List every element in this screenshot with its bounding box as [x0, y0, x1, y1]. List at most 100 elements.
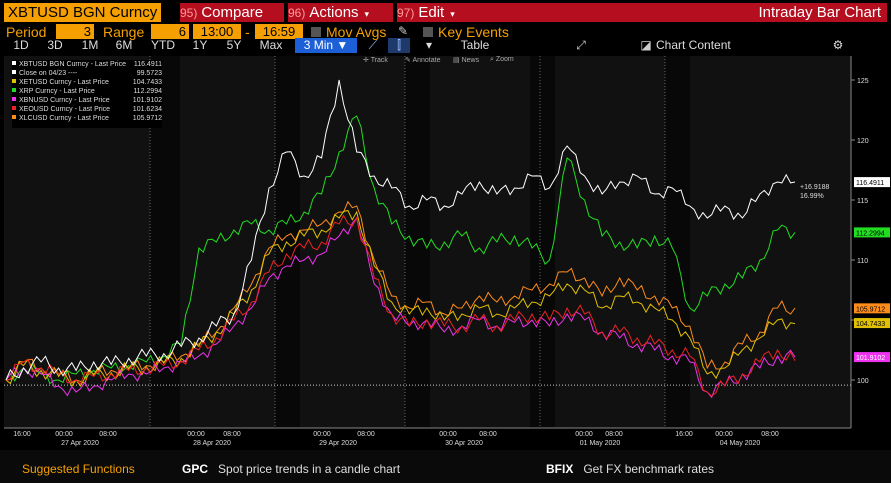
range-3d[interactable]: 3D	[47, 38, 63, 52]
edit-label: Edit	[418, 4, 445, 21]
compare-num: 95)	[180, 6, 198, 20]
legend-value: 105.9712	[132, 115, 162, 122]
compare-menu[interactable]: 95) Compare	[180, 3, 284, 22]
x-tick-label: 00:00	[715, 431, 733, 438]
zoom-label: Zoom	[495, 56, 514, 63]
pencil-icon[interactable]: ✎	[398, 24, 409, 38]
line-chart-icon[interactable]: ⟋	[368, 38, 378, 52]
gpc-description: Spot price trends in a candle chart	[218, 462, 401, 476]
legend-name: XBTUSD BGN Curncy - Last Price	[19, 61, 126, 68]
session-band	[665, 56, 690, 428]
range-1m[interactable]: 1M	[81, 38, 99, 52]
legend-name: Close on 04/23 ----	[19, 70, 78, 77]
last-price-badge-label: 116.4911	[856, 180, 884, 187]
last-price-badge	[854, 352, 890, 363]
chevron-down-icon: ▾	[364, 9, 370, 19]
range-5y[interactable]: 5Y	[226, 38, 242, 52]
change-pct: 16.99%	[800, 193, 824, 200]
x-tick-label: 00:00	[55, 431, 73, 438]
x-tick-label: 00:00	[187, 431, 205, 438]
legend-value: 116.4911	[133, 61, 162, 68]
range-input[interactable]: 6	[151, 24, 189, 39]
interval-dropdown[interactable]: 3 Min ▼	[295, 38, 357, 53]
last-price-badge	[854, 177, 890, 188]
legend-item[interactable]: XEOUSD Curncy - Last Price 101.6234	[12, 105, 162, 114]
news-label: News	[461, 57, 480, 64]
x-tick-label: 00:00	[439, 431, 457, 438]
y-tick-label: 110	[857, 258, 868, 265]
x-tick-label: 16:00	[675, 431, 693, 438]
series-line	[5, 216, 796, 399]
mov-avgs-checkbox[interactable]	[311, 27, 321, 37]
session-band	[405, 56, 430, 428]
gear-icon[interactable]: ⚙	[832, 38, 844, 52]
legend-item[interactable]: XLCUSD Curncy - Last Price 105.9712	[12, 114, 162, 123]
suggested-functions-label: Suggested Functions	[22, 462, 135, 476]
start-time-input[interactable]: 13:00	[193, 24, 241, 39]
legend-name: XLCUSD Curncy - Last Price	[19, 115, 109, 122]
x-date-label: 29 Apr 2020	[319, 440, 357, 447]
x-date-label: 04 May 2020	[720, 440, 761, 447]
chevron-down-icon[interactable]: ▾	[425, 38, 433, 52]
x-date-label: 30 Apr 2020	[445, 440, 483, 447]
x-tick-label: 16:00	[13, 431, 31, 438]
x-tick-label: 08:00	[223, 431, 241, 438]
gpc-code: GPC	[182, 462, 209, 476]
legend-swatch	[12, 61, 16, 65]
track-tool[interactable]: ✛ Track	[363, 57, 388, 64]
end-time-input[interactable]: 16:59	[255, 24, 303, 39]
last-price-badge-label: 112.2994	[856, 230, 885, 237]
last-price-badge	[854, 303, 890, 314]
last-price-badge	[854, 227, 890, 238]
session-band	[530, 56, 555, 428]
chart-legend: XBTUSD BGN Curncy - Last Price 116.4911 Cl…	[12, 60, 162, 128]
legend-name: XBNUSD Curncy - Last Price	[19, 97, 110, 104]
legend-item[interactable]: XRP Curncy - Last Price 112.2994	[12, 87, 162, 96]
table-button[interactable]: Table	[460, 38, 490, 52]
key-events-checkbox[interactable]	[423, 27, 433, 37]
chart-content-button[interactable]: Chart Content	[656, 38, 731, 52]
legend-item[interactable]: XBTUSD BGN Curncy - Last Price 116.4911	[12, 60, 162, 69]
x-date-label: 01 May 2020	[580, 440, 621, 447]
actions-num: 96)	[288, 6, 306, 20]
edit-menu[interactable]: 97) Edit ▾	[397, 3, 477, 22]
security-ticker[interactable]: XBTUSD BGN Curncy	[4, 3, 162, 22]
x-tick-label: 00:00	[575, 431, 593, 438]
range-ytd[interactable]: YTD	[151, 38, 175, 52]
period-input[interactable]: 3	[56, 24, 94, 39]
range-6m[interactable]: 6M	[115, 38, 133, 52]
mov-avgs-label: Mov Avgs	[326, 24, 387, 40]
expand-icon[interactable]: ⤢	[576, 38, 586, 52]
chart-content-icon: ◪	[640, 38, 652, 52]
bar-chart-icon[interactable]: ⫿	[388, 38, 410, 53]
actions-menu[interactable]: 96) Actions ▾	[288, 3, 393, 22]
news-tool[interactable]: ▤ News	[453, 57, 480, 64]
legend-item[interactable]: Close on 04/23 ---- 99.5723	[12, 69, 162, 78]
change-annotation: +16.9188 16.99%	[800, 183, 829, 201]
legend-value: 101.6234	[132, 106, 162, 113]
legend-value: 101.9102	[132, 97, 162, 104]
bfix-description: Get FX benchmark rates	[583, 462, 715, 476]
y-tick-label: 120	[857, 138, 869, 145]
legend-name: XEOUSD Curncy - Last Price	[19, 106, 111, 113]
annotate-label: Annotate	[412, 57, 441, 64]
series-line	[5, 214, 796, 397]
range-max[interactable]: Max	[259, 38, 283, 52]
bfix-function-link[interactable]: BFIX Get FX benchmark rates	[546, 462, 714, 476]
legend-item[interactable]: XETUSD Curncy - Last Price 104.7433	[12, 78, 162, 87]
annotate-tool[interactable]: ✎ Annotate	[405, 57, 441, 64]
legend-item[interactable]: XBNUSD Curncy - Last Price 101.9102	[12, 96, 162, 105]
actions-label: Actions	[309, 4, 359, 21]
range-1d[interactable]: 1D	[13, 38, 29, 52]
edit-num: 97)	[397, 6, 415, 20]
x-tick-label: 08:00	[479, 431, 497, 438]
range-1y[interactable]: 1Y	[192, 38, 208, 52]
gpc-function-link[interactable]: GPC Spot price trends in a candle chart	[182, 462, 400, 476]
key-events-label: Key Events	[438, 24, 509, 40]
change-value: +16.9188	[800, 184, 830, 191]
legend-swatch	[12, 70, 16, 74]
y-tick-label: 115	[857, 198, 868, 205]
x-date-label: 27 Apr 2020	[61, 440, 99, 447]
zoom-tool[interactable]: ⌕ Zoom	[490, 56, 514, 63]
track-label: Track	[370, 57, 388, 64]
